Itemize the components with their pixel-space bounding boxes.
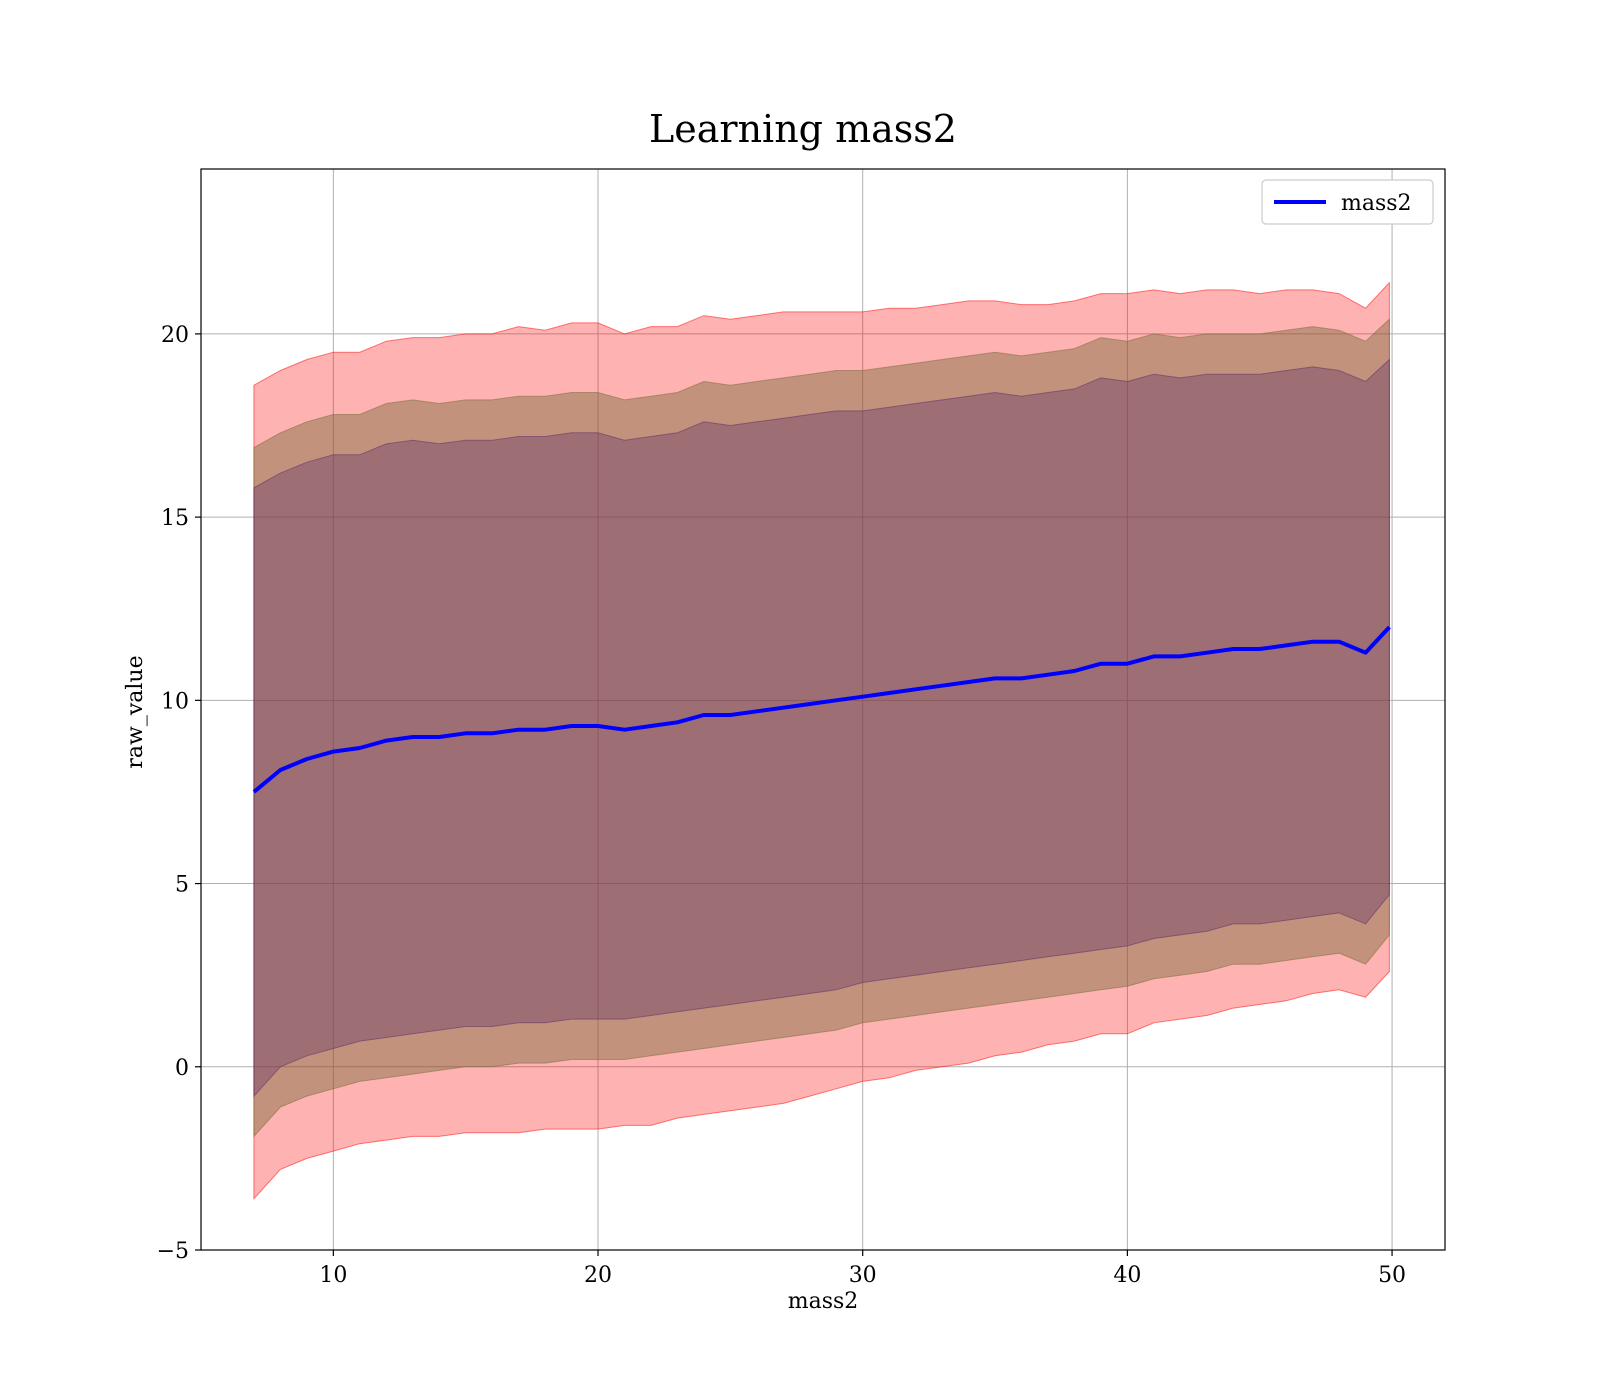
- x-tick-label: 30: [849, 1263, 877, 1288]
- x-tick-label: 50: [1378, 1263, 1406, 1288]
- x-tick-label: 20: [584, 1263, 612, 1288]
- y-axis-ticks: −5 0 5 10 15 20: [157, 323, 201, 1264]
- confidence-bands: [253, 281, 1390, 1200]
- plot-frame: [200, 168, 1446, 1251]
- y-axis-label: raw_value: [123, 655, 148, 768]
- legend-box: [1261, 179, 1434, 225]
- series-lines: [252, 625, 1391, 794]
- y-tick-label: 5: [175, 873, 189, 898]
- legend-label: mass2: [1341, 191, 1412, 216]
- x-axis-label: mass2: [788, 1289, 859, 1314]
- x-axis-ticks: 10 20 30 40 50: [319, 1250, 1406, 1288]
- y-tick-label: 20: [161, 323, 189, 348]
- confidence-band: [253, 281, 1390, 1200]
- x-tick-label: 40: [1113, 1263, 1141, 1288]
- legend: mass2: [1261, 179, 1434, 225]
- y-tick-label: 0: [175, 1056, 189, 1081]
- confidence-band: [253, 358, 1390, 1098]
- y-tick-label: −5: [157, 1239, 189, 1264]
- chart-title: Learning mass2: [649, 107, 957, 151]
- series-line-mass2: [252, 625, 1391, 794]
- x-tick-label: 10: [319, 1263, 347, 1288]
- confidence-band: [253, 318, 1390, 1138]
- y-tick-label: 10: [161, 689, 189, 714]
- y-tick-label: 15: [161, 506, 189, 531]
